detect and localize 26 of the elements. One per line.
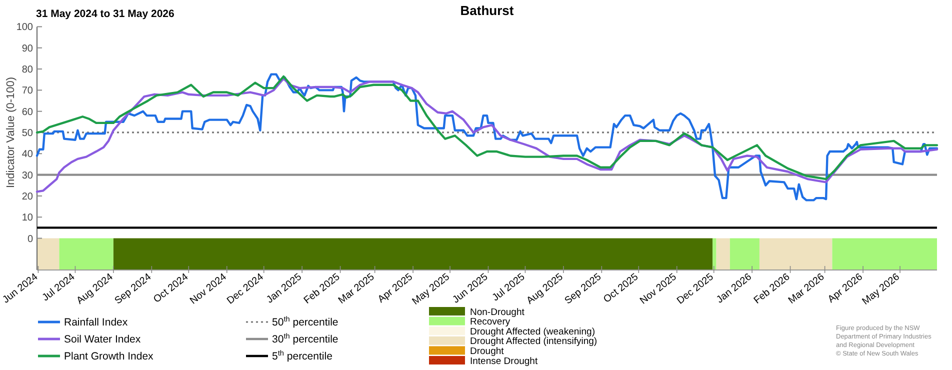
y-tick-label: 80 <box>22 64 34 76</box>
legend-label: Recovery <box>470 316 510 328</box>
y-tick-label: 0 <box>27 234 34 245</box>
y-tick-label: 20 <box>22 191 34 202</box>
legend-label: Non-Drought <box>470 306 525 318</box>
y-tick-label: 70 <box>22 86 34 97</box>
y-tick-label: 50 <box>22 128 34 139</box>
chart-subtitle: 31 May 2024 to 31 May 2026 <box>36 8 174 20</box>
text: Drought Affected (weakening) <box>470 326 595 338</box>
text: Drought <box>470 346 504 358</box>
y-tick-label: 10 <box>22 212 34 224</box>
legend-label: 5$^{th}$ percentile <box>272 348 333 363</box>
y-tick-label: 30 <box>22 170 34 182</box>
y-tick-label: 40 <box>22 149 34 160</box>
legend-label: Rainfall Index <box>64 316 128 329</box>
legend-label: Soil Water Index <box>64 334 142 346</box>
y-tick-label: 90 <box>22 43 34 54</box>
y-tick-label: 100 <box>16 22 34 34</box>
legend-label: 50$^{th}$ percentile <box>272 314 338 329</box>
legend-label: Drought Affected (intensifying) <box>470 336 598 348</box>
legend-label: 30$^{th}$ percentile <box>272 331 338 346</box>
y-tick-label: 60 <box>22 106 34 118</box>
y-axis-title: Indicator Value (0-100) <box>5 76 17 188</box>
legend-label: Plant Growth Index <box>64 350 154 363</box>
chart-title: Bathurst <box>460 3 514 18</box>
text: Intense Drought <box>470 356 538 367</box>
